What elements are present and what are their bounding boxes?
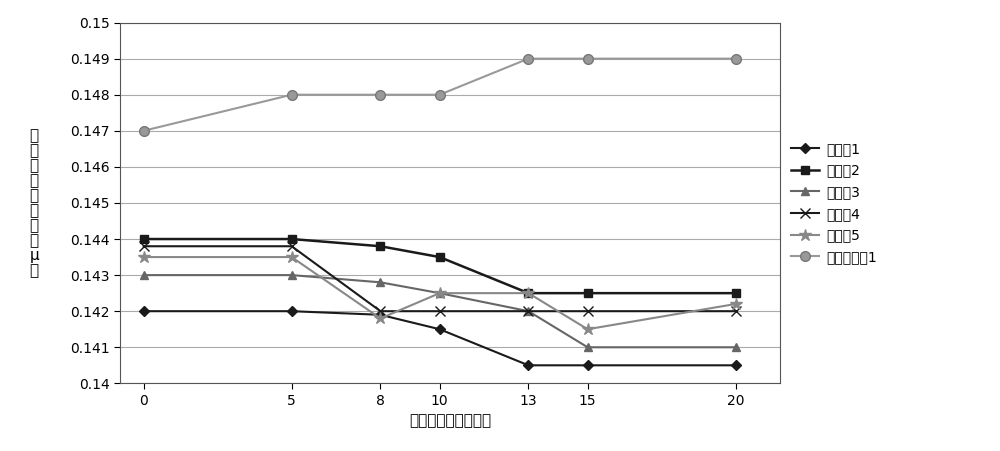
实施例2	[374, 244, 386, 249]
实施例1	[582, 363, 594, 368]
实施例4	[522, 308, 534, 314]
实施例2	[582, 290, 594, 296]
实施例2	[522, 290, 534, 296]
对比实施例1	[374, 92, 386, 97]
实施例3	[286, 272, 298, 278]
对比实施例1	[138, 128, 150, 133]
对比实施例1	[286, 92, 298, 97]
Line: 实施例4: 实施例4	[139, 241, 740, 316]
实施例3	[582, 345, 594, 350]
实施例3	[374, 280, 386, 285]
实施例1	[286, 308, 298, 314]
实施例5	[434, 290, 446, 296]
Line: 实施例3: 实施例3	[140, 271, 740, 351]
实施例3	[434, 290, 446, 296]
Line: 对比实施例1: 对比实施例1	[139, 54, 740, 136]
实施例1	[730, 363, 742, 368]
实施例4	[374, 308, 386, 314]
实施例5	[582, 327, 594, 332]
Legend: 实施例1, 实施例2, 实施例3, 实施例4, 实施例5, 对比实施例1: 实施例1, 实施例2, 实施例3, 实施例4, 实施例5, 对比实施例1	[787, 138, 881, 268]
Line: 实施例5: 实施例5	[137, 251, 742, 336]
Line: 实施例1: 实施例1	[140, 308, 739, 369]
实施例5	[374, 316, 386, 321]
对比实施例1	[434, 92, 446, 97]
实施例1	[522, 363, 534, 368]
对比实施例1	[730, 56, 742, 61]
Text: 摩
擦
系
数
（
单
位
：
μ
）: 摩 擦 系 数 （ 单 位 ： μ ）	[29, 128, 39, 278]
Line: 实施例2: 实施例2	[140, 235, 740, 297]
X-axis label: 时间（单位：分钟）: 时间（单位：分钟）	[409, 413, 491, 428]
实施例1	[434, 327, 446, 332]
实施例4	[286, 244, 298, 249]
实施例3	[138, 272, 150, 278]
实施例5	[730, 301, 742, 307]
实施例5	[286, 254, 298, 260]
实施例2	[286, 236, 298, 242]
实施例5	[522, 290, 534, 296]
对比实施例1	[582, 56, 594, 61]
实施例4	[434, 308, 446, 314]
实施例3	[522, 308, 534, 314]
实施例1	[374, 312, 386, 318]
实施例4	[138, 244, 150, 249]
实施例2	[138, 236, 150, 242]
实施例4	[730, 308, 742, 314]
实施例5	[138, 254, 150, 260]
实施例4	[582, 308, 594, 314]
对比实施例1	[522, 56, 534, 61]
实施例2	[730, 290, 742, 296]
实施例2	[434, 254, 446, 260]
实施例3	[730, 345, 742, 350]
实施例1	[138, 308, 150, 314]
